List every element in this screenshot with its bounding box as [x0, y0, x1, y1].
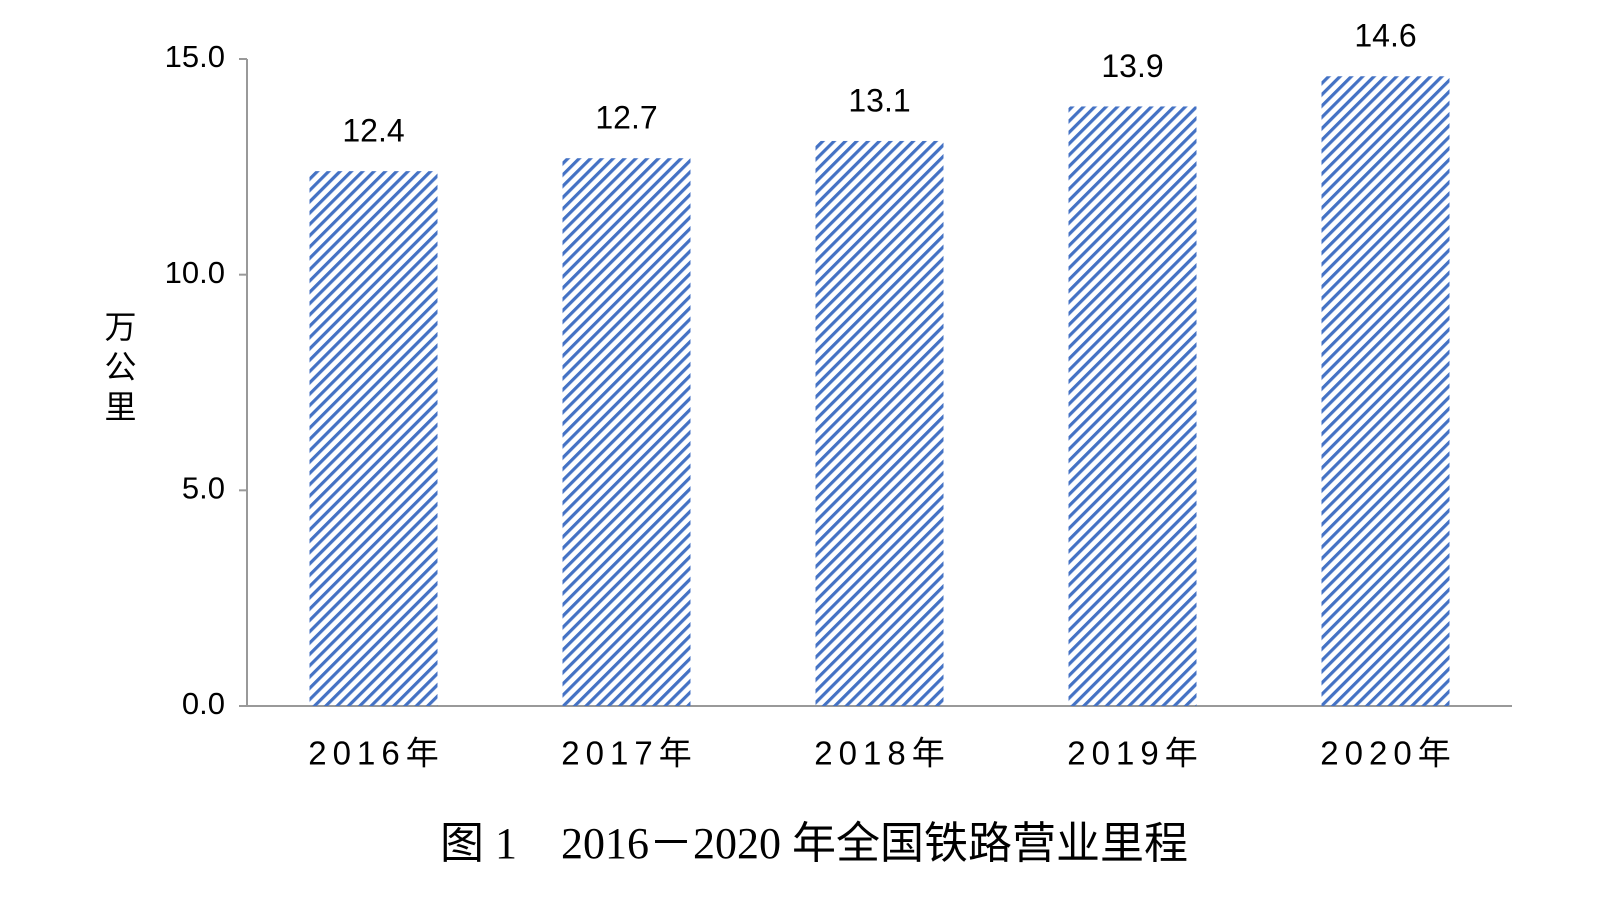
y-tick-label: 5.0 — [182, 471, 225, 506]
y-tick-label: 15.0 — [165, 39, 225, 74]
value-label: 12.7 — [595, 100, 657, 136]
y-axis-title: 万公里 — [101, 310, 137, 430]
bar — [815, 140, 944, 706]
bar — [562, 158, 691, 706]
value-label: 13.1 — [848, 82, 910, 118]
value-label: 13.9 — [1101, 48, 1163, 84]
bar — [309, 171, 438, 706]
chart-title: 图 1 2016－2020 年全国铁路营业里程 — [440, 819, 1188, 868]
value-label: 12.4 — [342, 113, 404, 149]
bar — [1321, 76, 1450, 706]
x-tick-label: 2020年 — [1320, 735, 1456, 772]
y-tick-label: 10.0 — [165, 255, 225, 290]
value-label: 14.6 — [1354, 18, 1416, 54]
x-tick-label: 2018年 — [814, 735, 950, 772]
bar — [1068, 106, 1197, 707]
x-tick-label: 2019年 — [1067, 735, 1203, 772]
y-tick-label: 0.0 — [182, 686, 225, 721]
x-tick-label: 2016年 — [308, 735, 444, 772]
x-tick-label: 2017年 — [561, 735, 697, 772]
